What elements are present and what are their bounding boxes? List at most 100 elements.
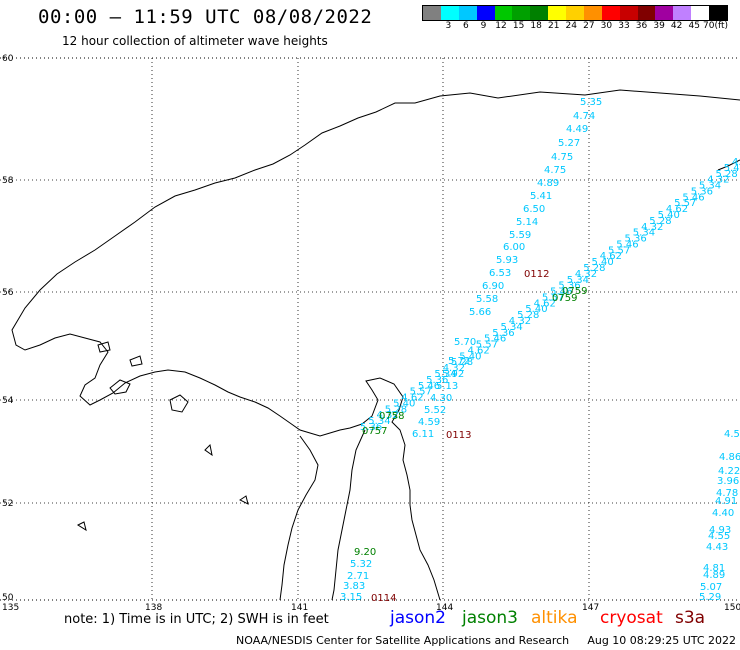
time-label: 0759 [562, 286, 587, 297]
color-scale-label: 45 [688, 21, 700, 31]
wave-height-color-scale: 3 6 9 12 15 18 21 24 27 30 33 36 39 42 45 70(ft) [422, 5, 728, 35]
map-frame [0, 57, 740, 601]
swh-label: 5.34 [501, 322, 523, 333]
swh-label: 5.57 [674, 198, 696, 209]
color-swatch [423, 6, 441, 20]
color-scale-labels: 3 6 9 12 15 18 21 24 27 30 33 36 39 42 45 70(ft) [422, 21, 728, 35]
swh-label: 4.32 [377, 410, 399, 421]
coastline-north [11, 89, 740, 601]
swh-label: 5.14 [516, 217, 538, 228]
x-tick-label: 141 [291, 603, 308, 613]
time-label: 0112 [524, 269, 549, 280]
color-scale-label: 36 [635, 21, 648, 31]
swh-label: 5.58 [476, 294, 498, 305]
swh-label: 4.89 [703, 570, 725, 581]
map-title: 00:00 – 11:59 UTC 08/08/2022 [38, 6, 373, 28]
swh-label: 4.22 [718, 466, 740, 477]
coastline-island-b [129, 355, 143, 367]
swh-label: 5.34 [633, 228, 655, 239]
color-swatch [637, 6, 656, 20]
footer-timestamp: Aug 10 08:29:25 UTC 2022 [587, 634, 736, 647]
color-scale-label: 33 [618, 21, 630, 31]
diagonal-track: 5.365.344.325.285.404.625.575.465.365.34… [360, 157, 740, 433]
swh-label: 5.41 [530, 191, 552, 202]
color-scale-label: 3 [445, 21, 452, 31]
swh-label: 3.96 [717, 476, 739, 487]
color-scale-label: 39 [653, 21, 665, 31]
coastline-shantar [109, 379, 131, 395]
time-label: 0114 [371, 593, 396, 604]
swh-label: 5.57 [542, 292, 564, 303]
swh-label: 4.75 [551, 152, 573, 163]
swh-label: 5.46 [550, 287, 572, 298]
color-scale-label: 9 [480, 21, 487, 31]
swh-label: 3.83 [343, 581, 365, 592]
legend-s3a: s3a [675, 608, 706, 628]
time-label: 0113 [446, 430, 471, 441]
swh-label: 5.35 [580, 97, 602, 108]
color-swatch [601, 6, 620, 20]
swh-label: 4.32 [641, 222, 663, 233]
swh-label: 4.62 [600, 251, 622, 262]
x-tick-label: 138 [145, 603, 162, 613]
swh-label: 5.32 [350, 559, 372, 570]
color-swatch [476, 6, 495, 20]
color-scale-label: 42 [670, 21, 683, 31]
coastline-mainland-bay [279, 435, 319, 601]
swh-label: 4.55 [708, 531, 730, 542]
swh-label: 4.62 [401, 393, 423, 404]
color-swatch [548, 6, 566, 20]
swh-label: 5.59 [509, 230, 531, 241]
swh-label: 6.00 [503, 242, 525, 253]
y-tick-label: 56 [2, 288, 14, 298]
swh-label: 4.62 [732, 157, 740, 168]
footer-credit: NOAA/NESDIS Center for Satellite Applica… [236, 634, 570, 647]
y-tick-label: 52 [2, 499, 13, 509]
swh-label: 4.59 [418, 417, 440, 428]
swh-label: 5.40 [459, 351, 481, 362]
swh-label: 2.71 [347, 571, 369, 582]
swh-label: 5.28 [649, 216, 671, 227]
color-swatch [673, 6, 692, 20]
swh-label: 5.70 [454, 337, 476, 348]
swh-label: 5.34 [434, 369, 456, 380]
swh-label: 5.46 [682, 192, 704, 203]
color-scale-label: 6 [463, 21, 469, 31]
color-scale-label: 70(ft) [703, 21, 729, 31]
swh-label: 4.81 [703, 563, 725, 574]
y-tick-label: 58 [2, 176, 14, 186]
coastline [11, 89, 740, 601]
color-scale-label: 15 [512, 21, 525, 31]
swh-label: 5.72 [448, 356, 470, 367]
swh-label: 4.62 [666, 204, 688, 215]
swh-label: 5.46 [484, 334, 506, 345]
color-scale-label: 12 [495, 21, 507, 31]
swh-label: 5.40 [724, 163, 740, 174]
swh-label: 5.36 [691, 186, 713, 197]
swh-label: 5.46 [418, 381, 440, 392]
swh-label: 4.93 [709, 525, 731, 536]
swh-label: 4.78 [716, 488, 738, 499]
swh-label: 5.28 [583, 263, 605, 274]
color-swatch [655, 6, 674, 20]
color-swatch [494, 6, 513, 20]
swh-label: 5.28 [517, 310, 539, 321]
swh-label: 5.57 [410, 387, 432, 398]
swh-label: 4.32 [575, 269, 597, 280]
color-scale-label: 30 [600, 21, 613, 31]
swh-label: 5.40 [525, 304, 547, 315]
color-swatch [583, 6, 602, 20]
y-tick-label: 54 [2, 396, 14, 406]
color-swatch [530, 6, 549, 20]
time-label: 0757 [362, 426, 387, 437]
legend-altika: altika [531, 608, 578, 628]
swh-label: 4.62 [468, 345, 490, 356]
color-scale-label: 27 [583, 21, 595, 31]
color-scale-bar [422, 5, 728, 21]
color-swatch [619, 6, 638, 20]
graticule [0, 58, 740, 600]
color-swatch [458, 6, 477, 20]
swh-label: 4.49 [566, 124, 588, 135]
swh-label: 5.13 [436, 381, 458, 392]
